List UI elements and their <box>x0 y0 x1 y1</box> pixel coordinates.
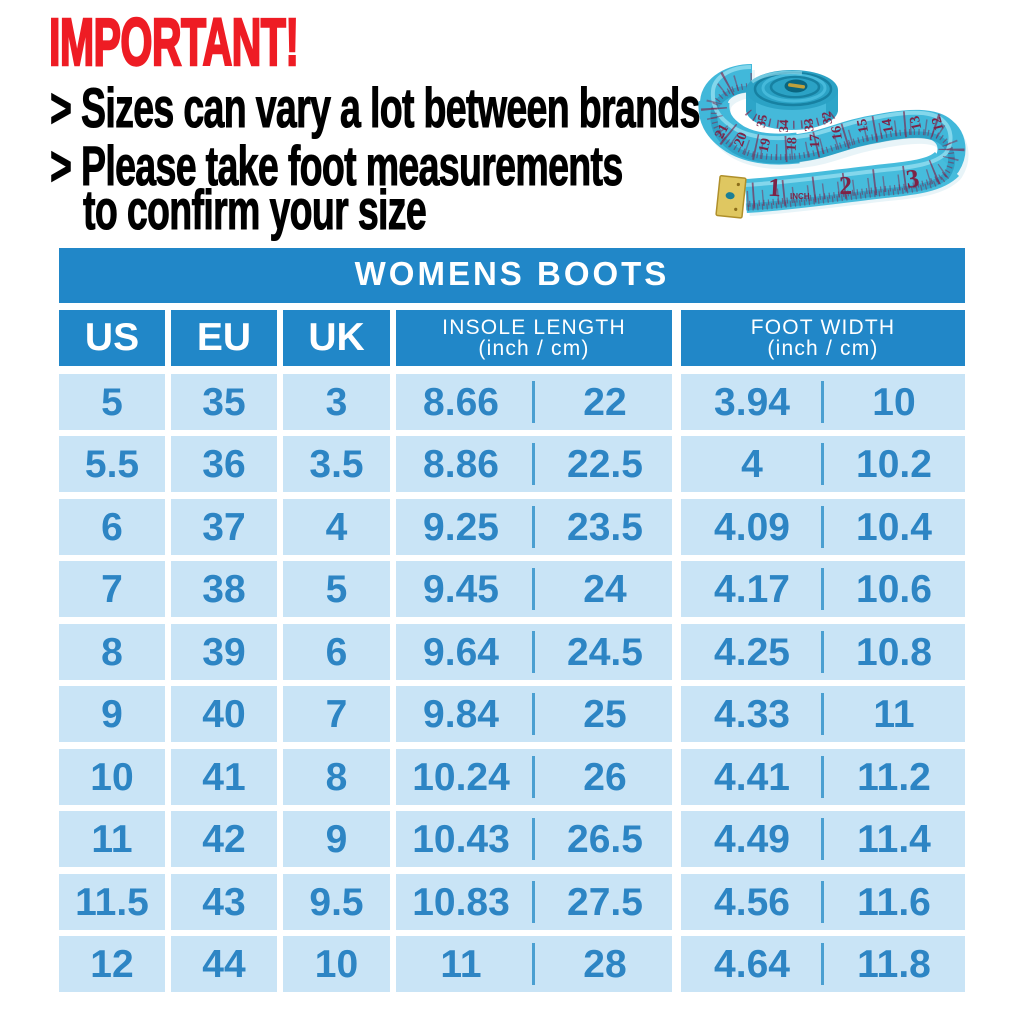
svg-text:19: 19 <box>757 137 775 154</box>
svg-text:32: 32 <box>818 110 835 125</box>
svg-text:16: 16 <box>829 125 846 141</box>
svg-text:12: 12 <box>929 115 947 132</box>
svg-text:INCH: INCH <box>790 192 810 201</box>
svg-text:13: 13 <box>908 114 926 131</box>
svg-text:3: 3 <box>904 163 921 194</box>
svg-text:35: 35 <box>753 113 770 129</box>
svg-text:21: 21 <box>712 122 732 141</box>
svg-text:1: 1 <box>767 173 781 203</box>
svg-text:18: 18 <box>785 137 801 152</box>
svg-text:20: 20 <box>732 130 751 148</box>
svg-text:33: 33 <box>800 117 816 132</box>
svg-text:14: 14 <box>880 118 897 134</box>
svg-text:15: 15 <box>855 118 872 134</box>
svg-text:2: 2 <box>839 171 853 200</box>
svg-text:17: 17 <box>808 134 823 149</box>
svg-text:34: 34 <box>776 119 791 133</box>
